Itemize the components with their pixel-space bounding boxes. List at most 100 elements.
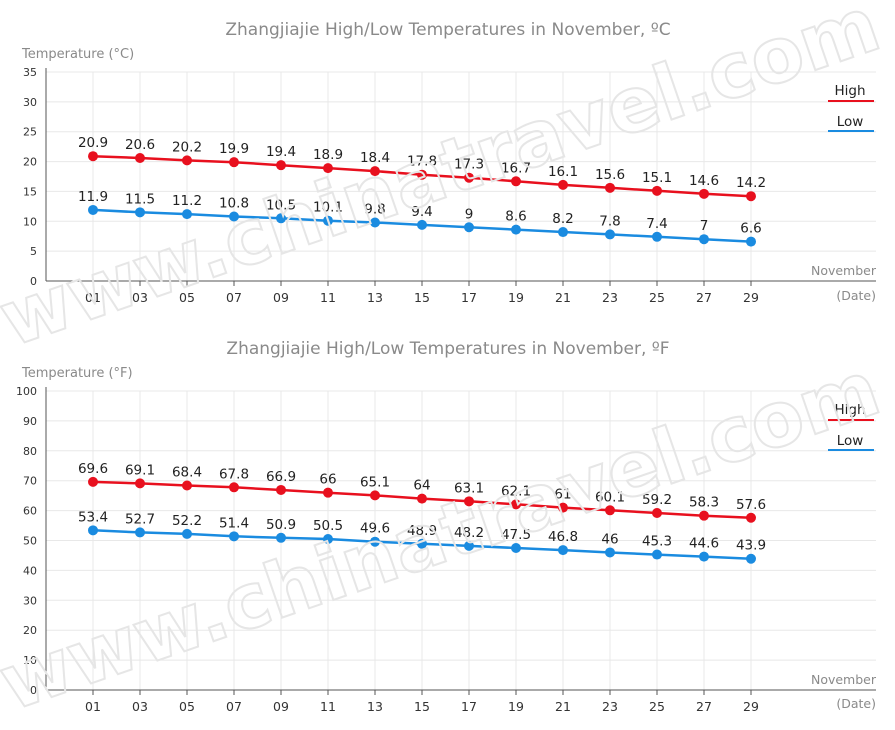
- x-tick-label: 17: [461, 699, 477, 714]
- x-tick-label: 11: [320, 290, 336, 305]
- data-point-high: [464, 172, 474, 183]
- x-axis-unit-label: (Date): [836, 696, 876, 711]
- data-label-low: 9.4: [411, 204, 432, 220]
- data-point-low: [135, 527, 145, 538]
- data-label-high: 19.9: [219, 141, 249, 157]
- grid: [46, 390, 876, 690]
- data-point-high: [276, 484, 286, 495]
- data-point-high: [323, 163, 333, 174]
- y-axis-label: Temperature (°F): [21, 366, 133, 381]
- data-point-high: [511, 176, 521, 187]
- data-point-high: [88, 476, 98, 487]
- chart-title: Zhangjiajie High/Low Temperatures in Nov…: [225, 20, 670, 40]
- data-point-low: [746, 236, 756, 247]
- data-label-high: 58.3: [689, 495, 719, 511]
- x-tick-label: 01: [85, 290, 101, 305]
- data-label-low: 52.7: [125, 511, 155, 527]
- data-label-high: 66.9: [266, 469, 296, 485]
- x-tick-label: 29: [743, 290, 759, 305]
- x-tick-label: 11: [320, 699, 336, 714]
- data-point-high: [652, 507, 662, 518]
- x-tick-label: 13: [367, 290, 383, 305]
- x-tick-label: 09: [273, 290, 289, 305]
- fahrenheit-chart: Zhangjiajie High/Low Temperatures in Nov…: [0, 339, 891, 729]
- x-tick-label: 27: [696, 699, 712, 714]
- y-tick-label: 100: [16, 385, 37, 398]
- x-tick-label: 05: [179, 699, 195, 714]
- data-point-low: [699, 234, 709, 245]
- data-label-low: 8.2: [552, 211, 573, 227]
- data-point-high: [229, 482, 239, 493]
- grid: [46, 71, 876, 281]
- data-label-low: 6.6: [740, 221, 761, 237]
- data-point-high: [182, 155, 192, 166]
- data-label-high: 15.6: [595, 167, 625, 183]
- celsius-chart: Zhangjiajie High/Low Temperatures in Nov…: [0, 0, 891, 365]
- watermark-logo: www.chinatravel.com: [0, 343, 890, 728]
- x-axis-unit-label: (Date): [836, 288, 876, 303]
- data-label-high: 69.1: [125, 462, 155, 478]
- data-point-low: [276, 213, 286, 224]
- x-tick-label: 17: [461, 290, 477, 305]
- data-point-low: [605, 547, 615, 558]
- data-label-low: 11.9: [78, 189, 108, 205]
- data-point-high: [276, 160, 286, 171]
- data-label-high: 20.6: [125, 137, 155, 153]
- data-label-low: 9: [465, 206, 474, 222]
- data-point-high: [558, 179, 568, 190]
- data-point-high: [511, 499, 521, 510]
- data-point-high: [417, 493, 427, 504]
- x-tick-label: 15: [414, 290, 430, 305]
- x-tick-label: 15: [414, 699, 430, 714]
- x-tick-label: 09: [273, 699, 289, 714]
- x-axis-month-label: November: [811, 672, 877, 687]
- y-tick-label: 5: [30, 245, 37, 258]
- y-tick-label: 30: [23, 594, 37, 607]
- data-label-low: 48.2: [454, 525, 484, 541]
- data-label-high: 61: [554, 487, 571, 503]
- data-point-high: [229, 157, 239, 168]
- data-label-high: 18.9: [313, 147, 343, 163]
- data-point-low: [558, 227, 568, 238]
- data-point-low: [652, 231, 662, 242]
- data-label-high: 20.2: [172, 139, 202, 155]
- x-tick-label: 25: [649, 290, 665, 305]
- data-label-high: 65.1: [360, 474, 390, 490]
- data-point-low: [370, 217, 380, 228]
- data-point-high: [699, 510, 709, 521]
- data-label-high: 64: [413, 478, 430, 494]
- data-point-low: [417, 538, 427, 549]
- data-label-high: 17.3: [454, 157, 484, 173]
- data-label-high: 17.8: [407, 154, 437, 170]
- data-point-low: [699, 551, 709, 562]
- data-point-low: [417, 219, 427, 230]
- y-tick-label: 10: [23, 654, 37, 667]
- data-point-low: [464, 540, 474, 551]
- data-point-high: [746, 512, 756, 523]
- data-label-low: 53.4: [78, 509, 108, 525]
- data-label-low: 50.9: [266, 517, 296, 533]
- data-point-high: [746, 191, 756, 202]
- x-tick-label: 01: [85, 699, 101, 714]
- data-label-low: 49.6: [360, 521, 390, 537]
- data-label-low: 44.6: [689, 536, 719, 552]
- data-label-low: 46.8: [548, 529, 578, 545]
- x-tick-label: 23: [602, 699, 618, 714]
- y-tick-label: 50: [23, 535, 37, 548]
- y-tick-label: 90: [23, 415, 37, 428]
- data-label-high: 19.4: [266, 144, 296, 160]
- x-tick-label: 03: [132, 699, 148, 714]
- data-point-low: [323, 215, 333, 226]
- y-tick-label: 30: [23, 96, 37, 109]
- data-point-high: [652, 185, 662, 196]
- data-point-high: [88, 151, 98, 162]
- data-label-high: 15.1: [642, 170, 672, 186]
- legend: High Low: [828, 83, 874, 132]
- data-point-low: [323, 534, 333, 545]
- x-tick-label: 07: [226, 699, 242, 714]
- data-point-low: [370, 536, 380, 547]
- y-tick-label: 0: [30, 684, 37, 697]
- data-point-high: [370, 166, 380, 177]
- y-tick-label: 10: [23, 215, 37, 228]
